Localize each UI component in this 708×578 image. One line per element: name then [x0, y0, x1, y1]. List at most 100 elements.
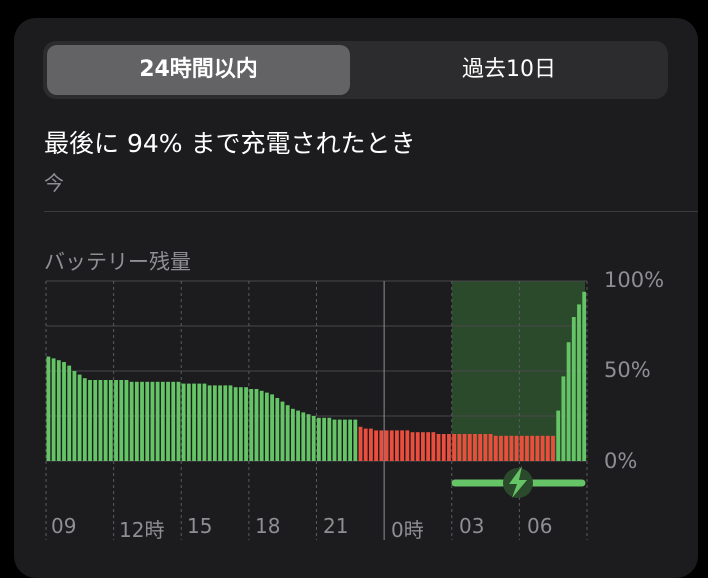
battery-bar: [571, 317, 576, 461]
battery-bar: [556, 410, 561, 461]
battery-bar: [46, 356, 51, 461]
chart-title: バッテリー残量: [44, 250, 191, 274]
battery-bar: [462, 434, 467, 461]
y-tick-100: 100%: [604, 268, 665, 292]
x-tick-0: 0時: [391, 518, 424, 542]
battery-bar: [212, 385, 217, 461]
last-charged-title: 最後に 94% まで充電されたとき: [44, 129, 416, 158]
battery-bar: [322, 417, 326, 461]
battery-bar: [379, 430, 384, 461]
x-tick-06: 06: [527, 514, 553, 538]
battery-bar: [504, 435, 509, 461]
x-tick-18: 18: [255, 514, 281, 538]
x-tick-09: 09: [51, 514, 77, 538]
battery-bar: [124, 380, 129, 461]
battery-bar: [441, 434, 446, 461]
battery-bar: [176, 381, 181, 461]
battery-bar: [535, 435, 540, 461]
battery-bar: [290, 408, 295, 461]
battery-bar: [551, 435, 555, 461]
battery-bar: [155, 381, 160, 461]
battery-bar: [493, 435, 498, 461]
y-tick-50: 50%: [604, 358, 651, 382]
segment-24-hours[interactable]: 24時間以内: [47, 45, 350, 95]
battery-bar: [249, 389, 254, 461]
battery-bar: [88, 380, 92, 461]
battery-bar: [566, 342, 571, 461]
battery-bar: [509, 435, 514, 461]
battery-bar: [478, 434, 483, 461]
battery-bar: [82, 378, 87, 461]
battery-bar: [228, 385, 233, 461]
x-tick-03: 03: [459, 514, 485, 538]
battery-bar: [421, 432, 425, 461]
battery-bar: [244, 387, 248, 461]
battery-bar: [395, 430, 399, 461]
battery-bar: [405, 430, 410, 461]
battery-bar: [514, 435, 519, 461]
battery-bar: [582, 291, 587, 461]
battery-bar: [285, 405, 290, 461]
x-tick-15: 15: [187, 514, 213, 538]
battery-bar: [415, 432, 420, 461]
battery-bar: [280, 401, 285, 461]
battery-bar: [264, 392, 269, 461]
battery-bar: [62, 362, 66, 461]
x-tick-12: 12時: [119, 518, 165, 542]
segment-10-days[interactable]: 過去10日: [462, 57, 556, 82]
battery-bar: [363, 428, 368, 461]
battery-level-chart: [45, 280, 588, 540]
battery-bar: [238, 387, 243, 461]
battery-bar: [311, 416, 316, 461]
battery-bar: [306, 414, 311, 461]
battery-bar: [467, 434, 472, 461]
battery-bar: [488, 434, 493, 461]
battery-bar: [577, 304, 581, 461]
battery-bar: [150, 381, 155, 461]
battery-bar: [332, 419, 337, 461]
battery-bar: [436, 434, 441, 461]
battery-bar: [140, 381, 144, 461]
battery-bar: [457, 434, 462, 461]
battery-bar: [275, 398, 280, 461]
battery-bar: [473, 434, 477, 461]
battery-bar: [545, 435, 550, 461]
battery-bar: [327, 417, 332, 461]
battery-bar: [389, 430, 394, 461]
battery-bar: [207, 385, 212, 461]
battery-bar: [129, 381, 134, 461]
y-tick-0: 0%: [604, 449, 638, 473]
battery-bar: [337, 419, 342, 461]
battery-bar: [223, 385, 228, 461]
battery-bar: [160, 381, 165, 461]
battery-bar: [426, 432, 431, 461]
battery-bar: [171, 381, 176, 461]
battery-bar: [98, 380, 103, 461]
battery-bar: [447, 434, 451, 461]
battery-bar: [77, 374, 82, 461]
battery-bar: [134, 381, 139, 461]
battery-bar: [301, 412, 306, 461]
battery-bar: [93, 380, 98, 461]
battery-bar: [452, 434, 457, 461]
battery-bar: [72, 371, 77, 461]
battery-bar: [166, 381, 170, 461]
battery-bar: [270, 394, 274, 461]
battery-bar: [259, 390, 264, 461]
battery-bar: [103, 380, 108, 461]
battery-bar: [233, 387, 238, 461]
last-charged-time: 今: [44, 171, 64, 195]
time-range-segmented-control: 24時間以内 過去10日: [43, 41, 668, 99]
battery-bar: [384, 430, 389, 461]
charging-bolt-icon: [509, 466, 527, 498]
battery-bar: [114, 380, 118, 461]
x-tick-21: 21: [323, 514, 349, 538]
battery-bar: [530, 435, 535, 461]
battery-bar: [540, 435, 545, 461]
battery-bar: [343, 419, 347, 461]
battery-bar: [202, 383, 207, 461]
battery-bar: [108, 380, 113, 461]
battery-bar: [369, 428, 373, 461]
battery-bar: [186, 383, 191, 461]
battery-bar: [410, 432, 415, 461]
